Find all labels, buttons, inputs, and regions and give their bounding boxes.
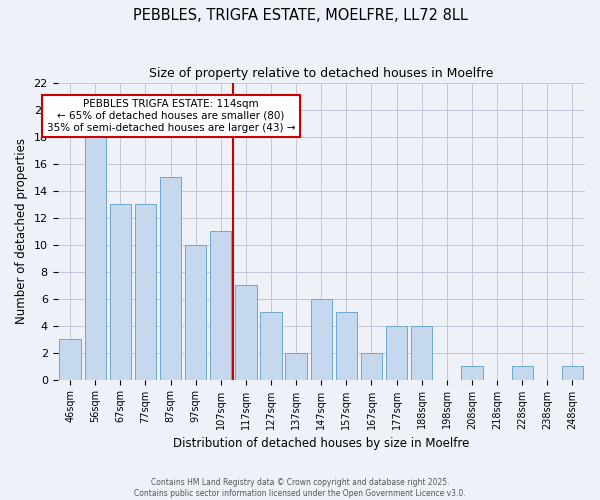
Text: Contains HM Land Registry data © Crown copyright and database right 2025.
Contai: Contains HM Land Registry data © Crown c… — [134, 478, 466, 498]
Bar — [336, 312, 357, 380]
Title: Size of property relative to detached houses in Moelfre: Size of property relative to detached ho… — [149, 68, 493, 80]
Bar — [85, 137, 106, 380]
Bar — [110, 204, 131, 380]
Bar — [361, 352, 382, 380]
Text: PEBBLES TRIGFA ESTATE: 114sqm
← 65% of detached houses are smaller (80)
35% of s: PEBBLES TRIGFA ESTATE: 114sqm ← 65% of d… — [47, 100, 295, 132]
Bar — [59, 339, 81, 380]
Bar — [135, 204, 156, 380]
Bar — [260, 312, 282, 380]
Bar — [386, 326, 407, 380]
Bar — [160, 178, 181, 380]
Bar — [286, 352, 307, 380]
Bar — [185, 245, 206, 380]
Bar — [235, 285, 257, 380]
Bar — [562, 366, 583, 380]
X-axis label: Distribution of detached houses by size in Moelfre: Distribution of detached houses by size … — [173, 437, 469, 450]
Bar — [461, 366, 482, 380]
Bar — [512, 366, 533, 380]
Bar — [411, 326, 433, 380]
Bar — [311, 298, 332, 380]
Y-axis label: Number of detached properties: Number of detached properties — [15, 138, 28, 324]
Bar — [210, 232, 232, 380]
Text: PEBBLES, TRIGFA ESTATE, MOELFRE, LL72 8LL: PEBBLES, TRIGFA ESTATE, MOELFRE, LL72 8L… — [133, 8, 467, 22]
